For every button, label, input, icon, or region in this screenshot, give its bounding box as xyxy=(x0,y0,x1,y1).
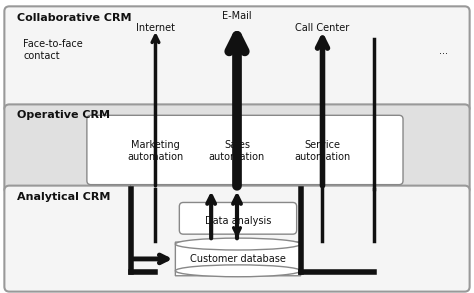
Text: Collaborative CRM: Collaborative CRM xyxy=(17,13,132,23)
FancyBboxPatch shape xyxy=(87,115,403,185)
Text: Face-to-face
contact: Face-to-face contact xyxy=(23,39,83,61)
FancyBboxPatch shape xyxy=(4,104,470,194)
Ellipse shape xyxy=(175,265,301,277)
Text: Marketing
automation: Marketing automation xyxy=(128,140,183,162)
Text: Call Center: Call Center xyxy=(295,23,350,33)
FancyBboxPatch shape xyxy=(4,6,470,112)
Text: E-Mail: E-Mail xyxy=(222,11,252,21)
FancyBboxPatch shape xyxy=(4,186,470,292)
Text: Sales
automation: Sales automation xyxy=(209,140,265,162)
Text: Analytical CRM: Analytical CRM xyxy=(17,192,110,202)
Text: Data analysis: Data analysis xyxy=(205,216,271,226)
FancyBboxPatch shape xyxy=(179,202,297,234)
Text: Customer database: Customer database xyxy=(190,254,286,264)
Text: ...: ... xyxy=(439,46,448,56)
Text: Service
automation: Service automation xyxy=(294,140,351,162)
Text: Internet: Internet xyxy=(136,23,175,33)
Ellipse shape xyxy=(175,238,301,250)
Text: Operative CRM: Operative CRM xyxy=(17,110,110,120)
FancyBboxPatch shape xyxy=(175,242,301,276)
